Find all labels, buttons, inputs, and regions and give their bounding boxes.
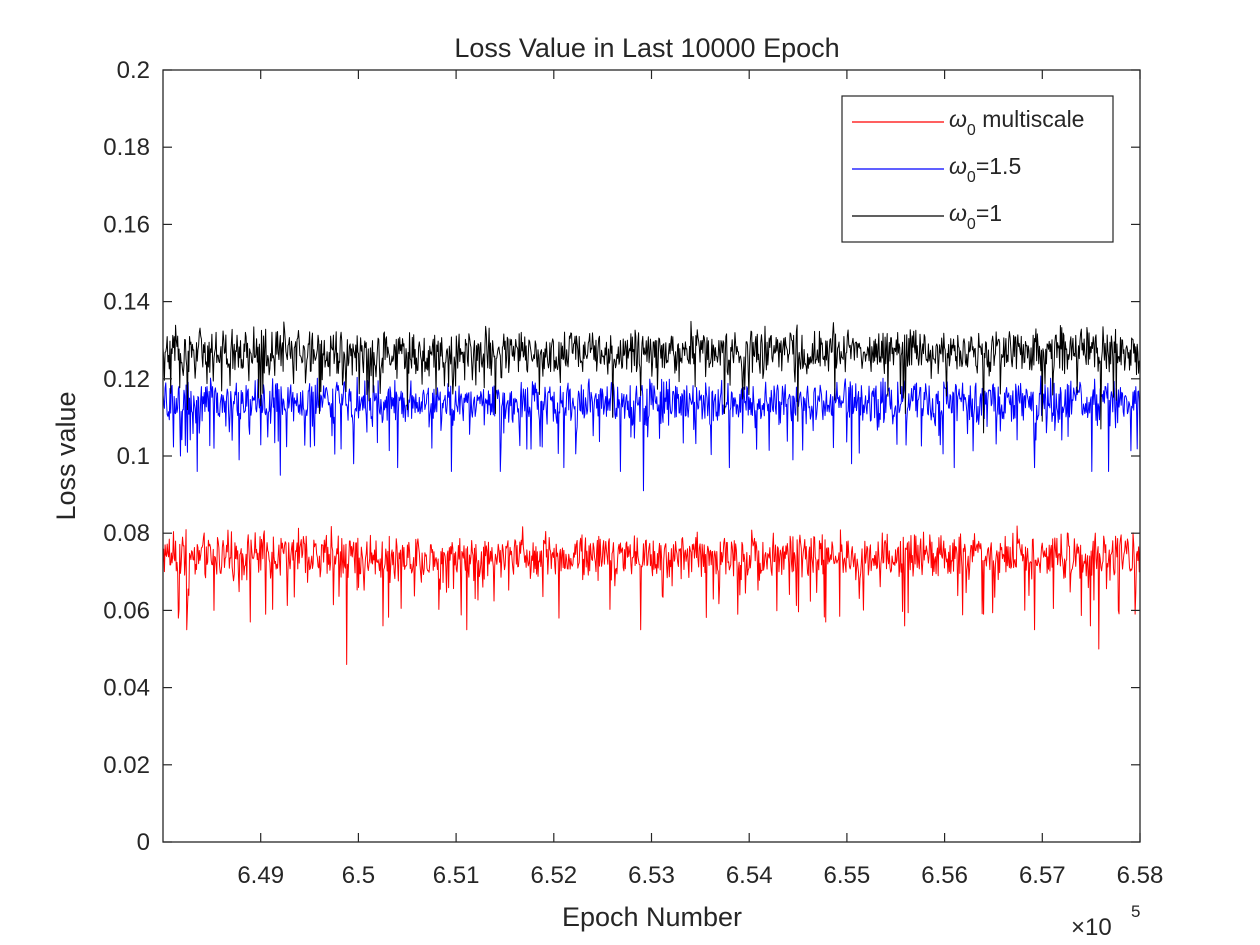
x-tick-label: 6.56 (921, 862, 968, 889)
x-tick-label: 6.58 (1117, 862, 1164, 889)
y-tick-label: 0.06 (103, 597, 150, 624)
legend-label: ω0=1.5 (949, 153, 1021, 186)
y-tick-label: 0.12 (103, 366, 150, 393)
axes-layer: 6.49 6.5 6.51 6.52 6.53 6.54 6.55 6.56 6.57 6.58 0… (103, 57, 1163, 889)
legend-entry-2: ω0=1.5 (852, 153, 1021, 186)
y-axis-title: Loss value (51, 391, 81, 520)
x-exponent-power: 5 (1131, 902, 1140, 921)
x-exponent-base: ×10 (1071, 914, 1112, 941)
y-tick-label: 0.08 (103, 520, 150, 547)
x-tick-label: 6.57 (1019, 862, 1066, 889)
series-layer (162, 320, 1141, 665)
legend-label: ω0 multiscale (949, 106, 1084, 139)
x-tick-label: 6.55 (824, 862, 871, 889)
y-tick-label: 0.04 (103, 675, 150, 702)
legend-entry-1: ω0 multiscale (852, 106, 1084, 139)
y-tick-label: 0.1 (117, 443, 150, 470)
y-tick-label: 0.2 (117, 57, 150, 84)
series-line-1 (162, 525, 1141, 665)
chart-title: Loss Value in Last 10000 Epoch (454, 33, 839, 63)
x-tick-label: 6.54 (726, 862, 773, 889)
x-axis-title: Epoch Number (562, 902, 742, 932)
x-tick-label: 6.49 (237, 862, 284, 889)
series-line-3 (162, 320, 1141, 434)
x-tick-label: 6.53 (628, 862, 675, 889)
y-tick-label: 0 (137, 829, 150, 856)
y-tick-label: 0.02 (103, 752, 150, 779)
x-tick-label: 6.5 (342, 862, 375, 889)
x-tick-label: 6.52 (530, 862, 577, 889)
x-tick-label: 6.51 (433, 862, 480, 889)
legend: ω0 multiscale ω0=1.5 ω0=1 (841, 95, 1114, 243)
y-tick-label: 0.14 (103, 289, 150, 316)
legend-label: ω0=1 (949, 200, 1002, 233)
x-axis-exponent: ×10 5 (1071, 902, 1140, 941)
series-line-2 (162, 375, 1141, 492)
y-tick-label: 0.16 (103, 211, 150, 238)
y-tick-label: 0.18 (103, 134, 150, 161)
legend-entry-3: ω0=1 (852, 200, 1002, 233)
